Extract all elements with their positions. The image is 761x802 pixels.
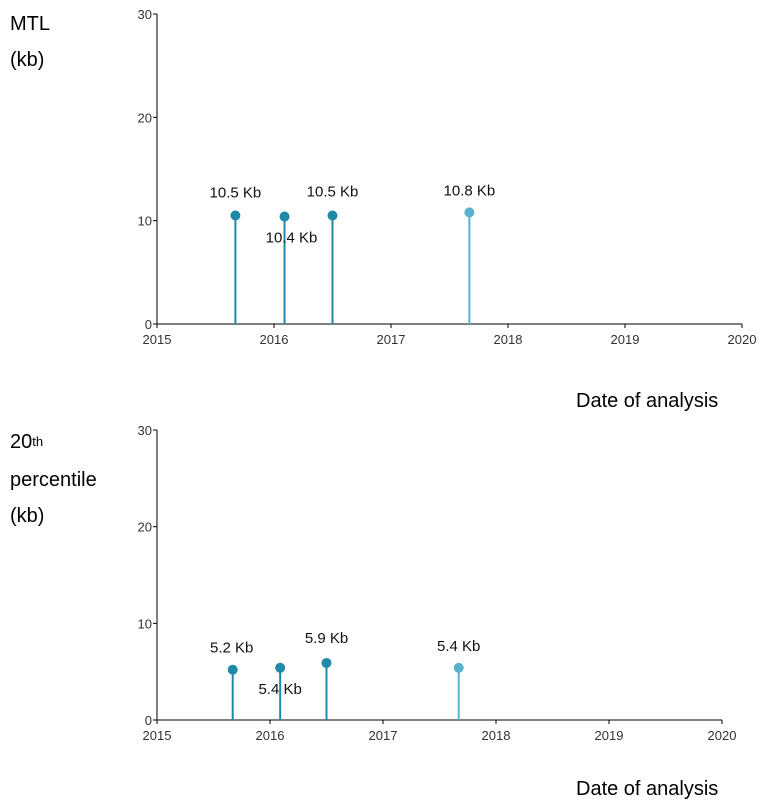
chart2-x-tick-label: 2015: [143, 728, 172, 743]
chart2-y-tick-label: 20: [138, 520, 152, 535]
chart2-x-tick-label: 2020: [708, 728, 737, 743]
chart2-point-marker: [227, 664, 238, 675]
chart1-point-label: 10.5 Kb: [307, 184, 359, 201]
chart1-x-tick-label: 2020: [728, 332, 757, 347]
chart2-point-label: 5.4 Kb: [437, 638, 480, 655]
chart2-ylabel: 20th percentile (kb): [10, 424, 97, 534]
chart2-point-marker: [321, 657, 332, 668]
chart2-ylabel-sup: th: [32, 434, 44, 449]
chart1-point-marker: [230, 210, 241, 221]
chart1-y-tick-label: 0: [145, 317, 152, 332]
chart1-point-marker: [279, 211, 290, 222]
chart1-point-marker: [327, 210, 338, 221]
chart1-y-tick-label: 20: [138, 110, 152, 125]
chart1-ylabel-line1: MTL: [10, 13, 50, 35]
chart1-x-tick-label: 2015: [143, 332, 172, 347]
chart2-y-tick-label: 0: [145, 713, 152, 728]
chart2-point-label: 5.2 Kb: [210, 640, 253, 657]
chart1-x-tick-label: 2018: [494, 332, 523, 347]
chart2-point-label: 5.4 Kb: [258, 681, 301, 698]
chart1-ylabel-line2: (kb): [10, 49, 45, 71]
chart1-y-tick-label: 30: [138, 7, 152, 22]
chart2-x-tick-label: 2019: [595, 728, 624, 743]
chart2-x-tick-label: 2018: [482, 728, 511, 743]
chart2-xlabel: Date of analysis: [576, 778, 719, 800]
chart2-point-label: 5.9 Kb: [305, 630, 348, 647]
chart2-x-tick-label: 2016: [256, 728, 285, 743]
chart2-point-marker: [275, 662, 286, 673]
chart1-x-tick-label: 2019: [611, 332, 640, 347]
chart2-ylabel-line3: (kb): [10, 505, 45, 527]
chart2-ylabel-line2: percentile: [10, 469, 97, 491]
chart1-point-label: 10.8 Kb: [444, 182, 496, 199]
chart2-ylabel-line1: 20th: [10, 424, 97, 462]
chart1-point-label: 10.4 Kb: [266, 230, 318, 247]
chart1-x-tick-label: 2017: [377, 332, 406, 347]
chart2-y-tick-label: 30: [138, 423, 152, 438]
chart1-ylabel: MTL (kb): [10, 6, 50, 78]
chart2-y-tick-label: 10: [138, 616, 152, 631]
chart2-point-marker: [453, 662, 464, 673]
chart1-point-label: 10.5 Kb: [210, 185, 262, 202]
chart1-xlabel: Date of analysis: [576, 390, 719, 412]
chart1-y-tick-label: 10: [138, 214, 152, 229]
chart2-ylabel-main: 20: [10, 431, 33, 453]
chart1-x-tick-label: 2016: [260, 332, 289, 347]
chart2-x-tick-label: 2017: [369, 728, 398, 743]
chart1-point-marker: [464, 207, 475, 218]
